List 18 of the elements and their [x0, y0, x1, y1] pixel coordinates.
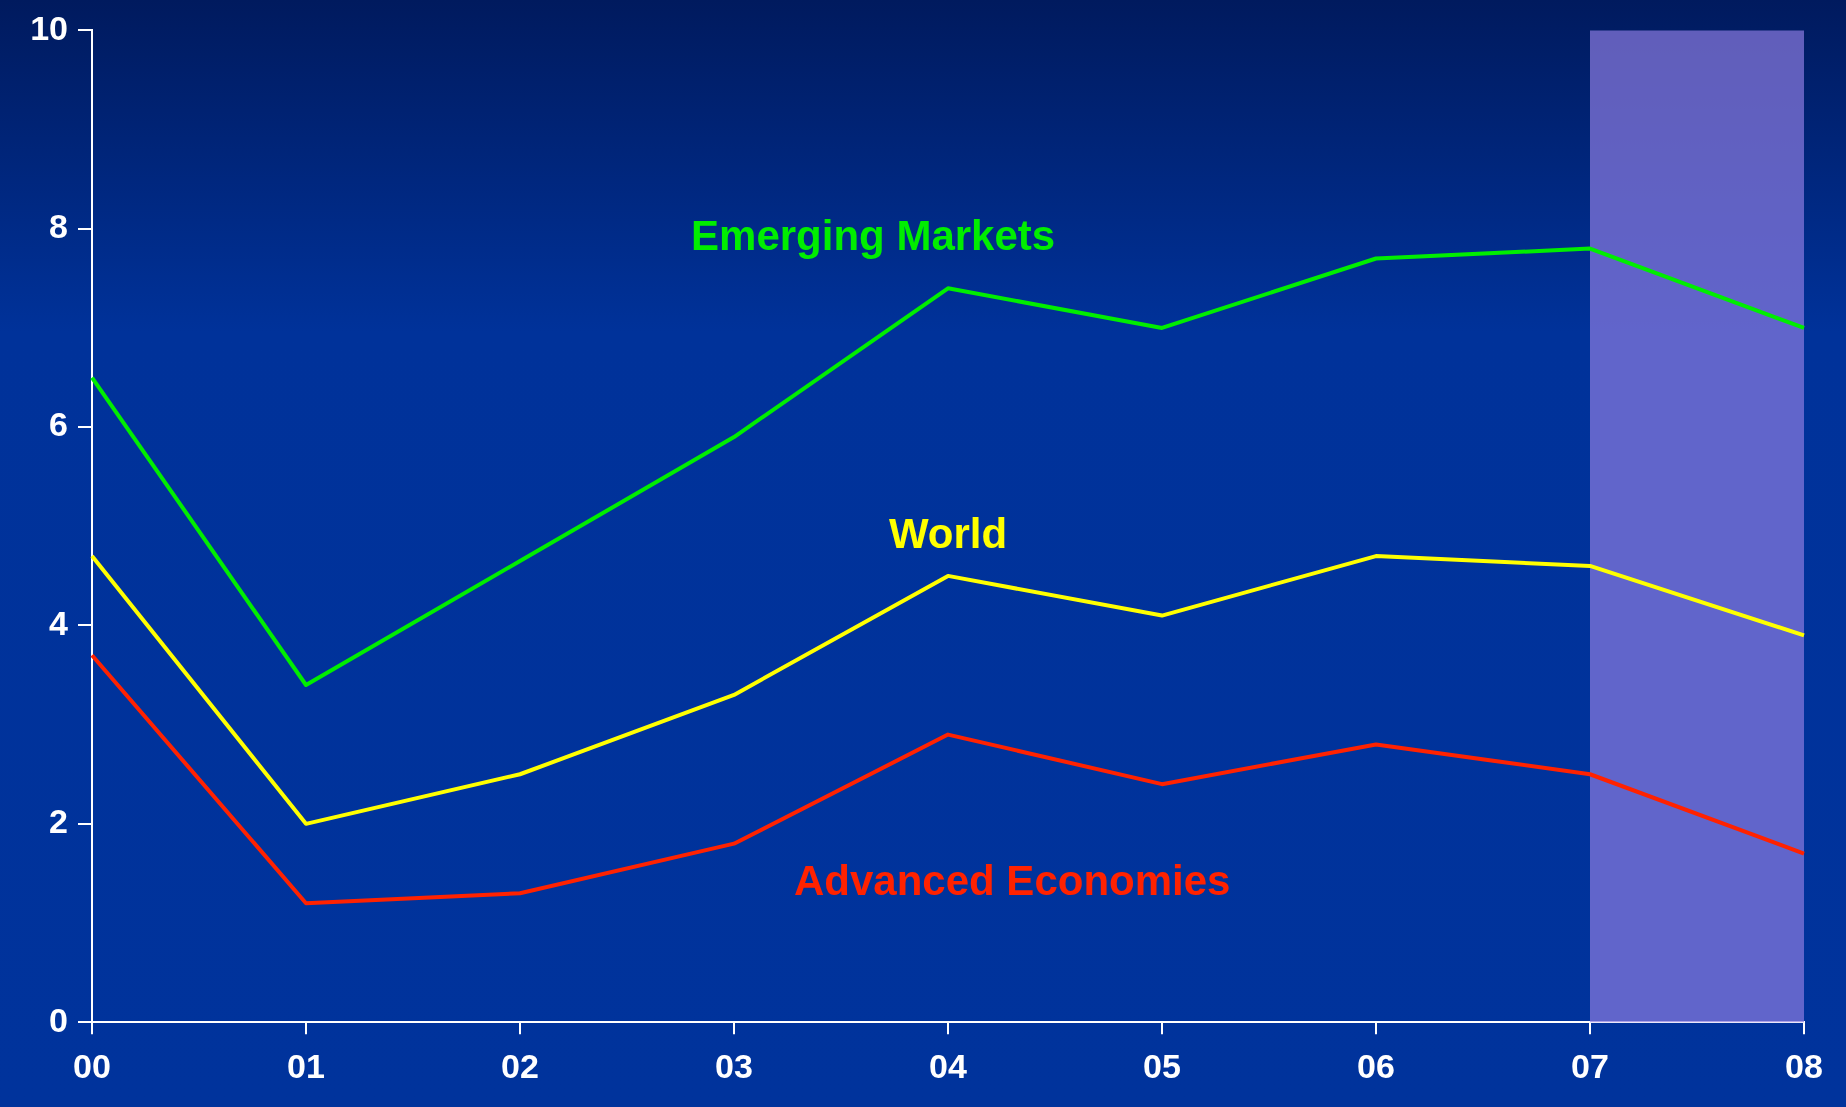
y-tick-label: 4 [49, 603, 69, 642]
x-tick-label: 05 [1143, 1046, 1181, 1085]
x-tick-label: 06 [1357, 1046, 1395, 1085]
series-label: Advanced Economies [793, 856, 1231, 904]
y-tick-label: 2 [49, 802, 68, 841]
x-tick-label: 03 [715, 1046, 753, 1085]
y-tick-label: 6 [49, 405, 68, 444]
x-tick-label: 04 [929, 1046, 967, 1085]
y-tick-label: 10 [30, 8, 68, 47]
series-label: Emerging Markets [691, 212, 1056, 260]
x-tick-label: 02 [501, 1046, 539, 1085]
series-label: World [888, 509, 1008, 557]
x-tick-label: 01 [287, 1046, 325, 1085]
x-tick-label: 08 [1785, 1046, 1823, 1085]
x-tick-label: 07 [1571, 1046, 1609, 1085]
y-tick-label: 8 [49, 207, 68, 246]
y-tick-label: 0 [49, 1000, 68, 1039]
x-tick-label: 00 [73, 1046, 111, 1085]
